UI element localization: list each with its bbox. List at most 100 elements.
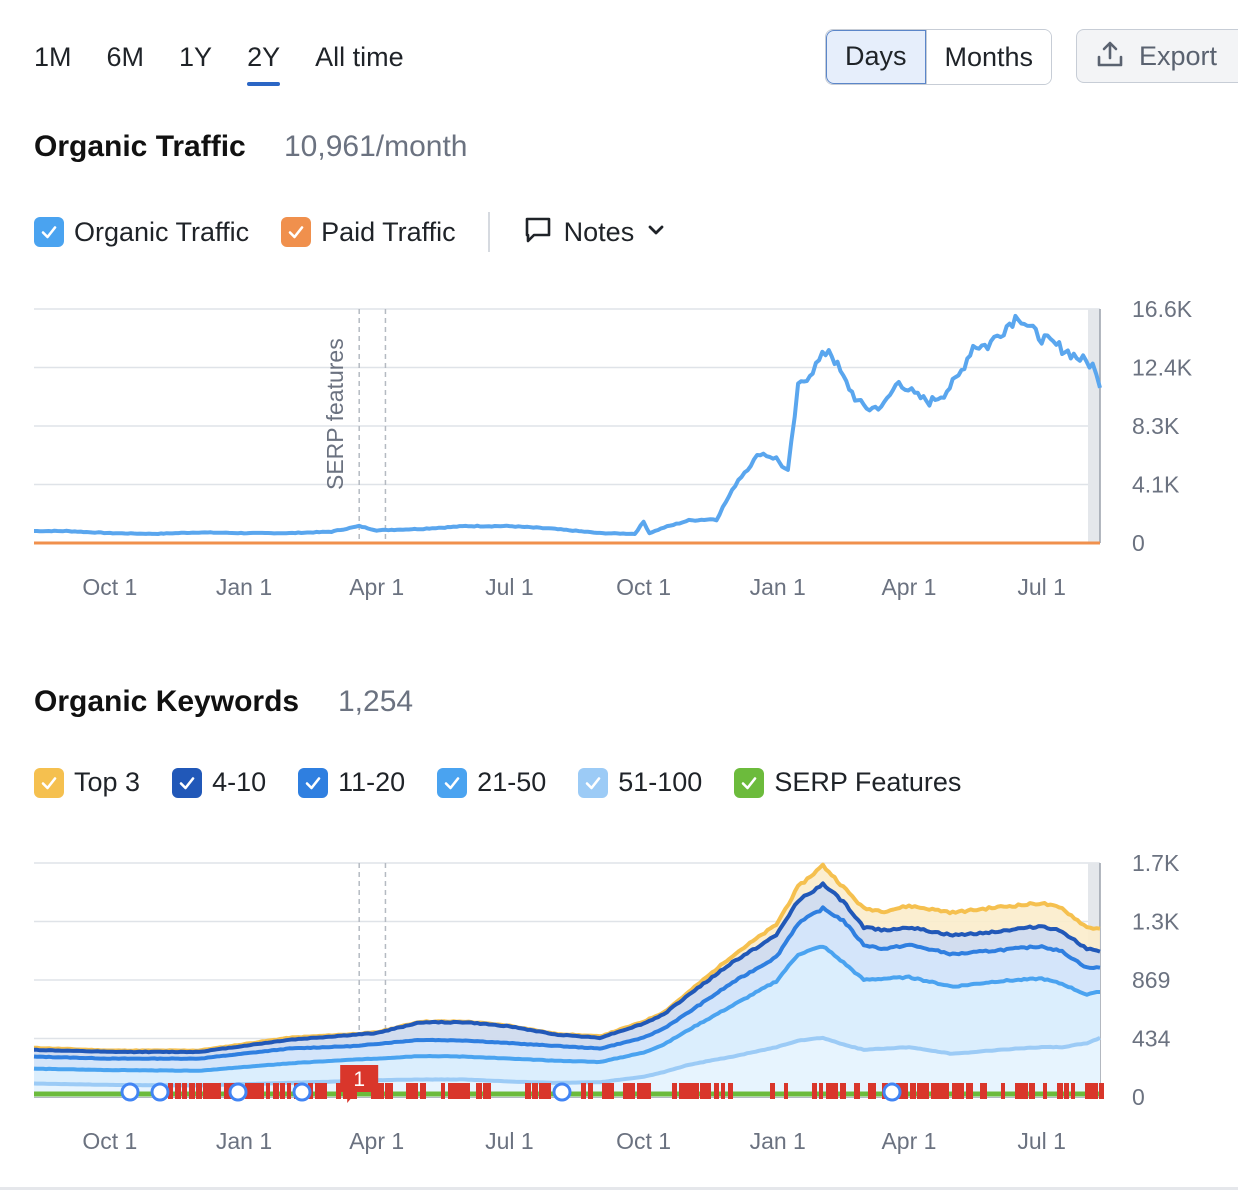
serp-feature-marker bbox=[259, 1083, 264, 1099]
y-tick-label: 8.3K bbox=[1132, 413, 1180, 439]
serp-feature-marker bbox=[609, 1083, 614, 1099]
date-range-tabs: 1M 6M 1Y 2Y All time bbox=[34, 38, 439, 86]
serp-feature-marker bbox=[679, 1083, 686, 1099]
serp-feature-marker bbox=[455, 1083, 462, 1099]
legend-label: 11-20 bbox=[338, 767, 406, 797]
legend-serp-features[interactable]: SERP Features bbox=[734, 767, 961, 798]
serp-feature-marker bbox=[546, 1083, 551, 1099]
serp-feature-marker bbox=[280, 1083, 285, 1099]
organic-traffic-chart: 16.6K 12.4K 8.3K 4.1K 0 Oct 1 Jan 1 Apr 1 Jul 1 O… bbox=[34, 296, 1193, 600]
range-tab-all-time[interactable]: All time bbox=[315, 42, 404, 72]
keywords-legend: Top 3 4-10 11-20 21-50 51-100 SERP Featu… bbox=[34, 767, 993, 798]
months-button[interactable]: Months bbox=[925, 30, 1052, 84]
x-tick-label: Oct 1 bbox=[616, 1128, 671, 1154]
legend-paid-traffic[interactable]: Paid Traffic bbox=[281, 217, 456, 248]
x-tick-label: Jul 1 bbox=[1017, 574, 1066, 600]
legend-4-10[interactable]: 4-10 bbox=[172, 767, 266, 798]
serp-feature-marker bbox=[525, 1083, 531, 1099]
range-tab-2y[interactable]: 2Y bbox=[247, 38, 281, 86]
legend-21-50[interactable]: 21-50 bbox=[437, 767, 546, 798]
serp-feature-marker bbox=[602, 1083, 610, 1099]
x-tick-label: Jul 1 bbox=[485, 574, 534, 600]
serp-feature-marker bbox=[315, 1083, 323, 1099]
serp-feature-marker bbox=[266, 1083, 270, 1099]
granularity-toggle: Days Months bbox=[825, 29, 1053, 85]
traffic-legend: Organic Traffic Paid Traffic Notes bbox=[34, 212, 666, 252]
serp-feature-marker bbox=[1085, 1083, 1092, 1099]
serp-feature-marker bbox=[1022, 1083, 1028, 1099]
x-tick-label: Apr 1 bbox=[349, 1128, 404, 1154]
x-tick-label: Jan 1 bbox=[216, 1128, 272, 1154]
serp-feature-marker bbox=[1099, 1083, 1104, 1099]
serp-feature-flag-count: 1 bbox=[353, 1068, 365, 1091]
legend-label: SERP Features bbox=[774, 767, 962, 797]
organic-traffic-line bbox=[34, 313, 1102, 536]
y-tick-label: 16.6K bbox=[1132, 296, 1193, 322]
range-tab-1m[interactable]: 1M bbox=[34, 42, 72, 72]
serp-feature-marker bbox=[385, 1083, 393, 1099]
serp-feature-marker bbox=[938, 1083, 946, 1099]
serp-feature-marker bbox=[1092, 1083, 1098, 1099]
serp-feature-marker bbox=[644, 1083, 651, 1099]
google-icon bbox=[150, 1082, 170, 1102]
notes-dropdown[interactable]: Notes bbox=[524, 216, 667, 249]
line-4-10 bbox=[34, 881, 1101, 1055]
range-tab-6m[interactable]: 6M bbox=[106, 42, 145, 72]
serp-feature-marker bbox=[630, 1083, 635, 1099]
legend-51-100[interactable]: 51-100 bbox=[578, 767, 702, 798]
serp-feature-marker bbox=[833, 1083, 838, 1099]
serp-feature-marker bbox=[770, 1083, 775, 1099]
serp-feature-marker bbox=[868, 1083, 876, 1099]
checkbox-checked-icon bbox=[34, 217, 64, 247]
serp-feature-marker bbox=[273, 1083, 279, 1099]
checkbox-checked-icon bbox=[734, 767, 765, 798]
serp-feature-marker bbox=[1057, 1083, 1063, 1099]
legend-11-20[interactable]: 11-20 bbox=[298, 767, 405, 798]
serp-feature-marker bbox=[168, 1083, 173, 1099]
serp-feature-marker bbox=[539, 1083, 547, 1099]
serp-feature-marker bbox=[217, 1083, 221, 1099]
serp-feature-marker bbox=[959, 1083, 964, 1099]
x-tick-label: Oct 1 bbox=[616, 574, 671, 600]
organic-keywords-title: Organic Keywords bbox=[34, 685, 300, 718]
serp-feature-marker bbox=[336, 1083, 341, 1099]
export-button[interactable]: Export bbox=[1076, 29, 1238, 83]
organic-traffic-title: Organic Traffic bbox=[34, 130, 246, 163]
serp-feature-marker bbox=[819, 1083, 823, 1099]
y-tick-label: 4.1K bbox=[1132, 472, 1180, 498]
serp-feature-marker bbox=[903, 1083, 908, 1099]
serp-feature-marker bbox=[189, 1083, 195, 1099]
area-51-100 bbox=[34, 1037, 1100, 1097]
organic-traffic-value: 10,961/month bbox=[284, 130, 468, 163]
serp-feature-marker bbox=[378, 1083, 384, 1099]
serp-feature-marker bbox=[952, 1083, 960, 1099]
x-tick-label: Apr 1 bbox=[349, 574, 404, 600]
legend-label: Paid Traffic bbox=[321, 216, 456, 247]
serp-feature-marker bbox=[175, 1083, 181, 1099]
google-icon bbox=[292, 1082, 312, 1102]
serp-feature-marker bbox=[406, 1083, 414, 1099]
serp-feature-marker bbox=[1043, 1083, 1047, 1099]
checkbox-checked-icon bbox=[437, 767, 468, 798]
serp-feature-marker bbox=[1064, 1083, 1069, 1099]
range-tab-1y[interactable]: 1Y bbox=[179, 42, 213, 72]
x-tick-label: Jan 1 bbox=[216, 574, 272, 600]
serp-feature-marker bbox=[532, 1083, 538, 1099]
serp-feature-marker bbox=[945, 1083, 949, 1099]
days-button[interactable]: Days bbox=[826, 30, 926, 84]
legend-organic-traffic[interactable]: Organic Traffic bbox=[34, 217, 249, 248]
bottom-divider bbox=[0, 1187, 1238, 1190]
serp-feature-marker bbox=[672, 1083, 677, 1099]
line-21-50 bbox=[33, 944, 1100, 1073]
serp-feature-marker bbox=[812, 1083, 817, 1099]
serp-feature-marker bbox=[182, 1083, 187, 1099]
y-tick-label: 1.7K bbox=[1132, 850, 1180, 876]
upload-icon bbox=[1095, 39, 1125, 74]
serp-feature-marker bbox=[448, 1083, 456, 1099]
serp-feature-marker bbox=[245, 1083, 252, 1099]
y-tick-label: 12.4K bbox=[1132, 355, 1193, 381]
serp-feature-marker bbox=[721, 1083, 725, 1099]
y-tick-label: 0 bbox=[1132, 530, 1145, 556]
y-tick-label: 869 bbox=[1132, 967, 1170, 993]
legend-top-3[interactable]: Top 3 bbox=[34, 767, 140, 798]
